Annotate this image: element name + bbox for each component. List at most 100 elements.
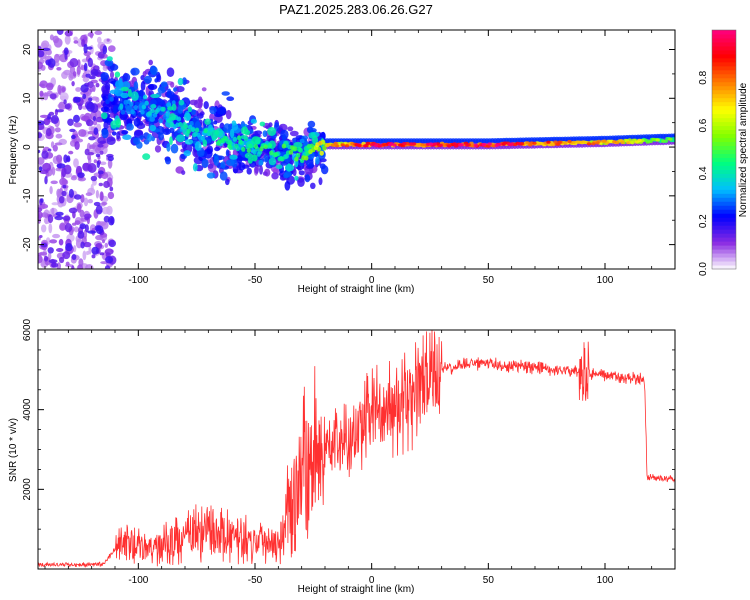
spectrogram-cell — [56, 67, 62, 71]
spectrogram-cell — [89, 145, 96, 150]
spectrogram-cell — [97, 51, 105, 59]
spectrogram-cell — [525, 141, 530, 145]
spectrogram-cell — [106, 56, 113, 62]
spectrogram-cell — [73, 36, 78, 42]
spectrogram-cell — [246, 148, 252, 153]
colorbar-cell — [712, 213, 736, 218]
spectrogram-cell — [66, 155, 71, 162]
spectrogram-cell — [318, 177, 323, 186]
spectrogram-cell — [309, 143, 315, 149]
spectrogram-cell — [90, 68, 99, 77]
spectrogram-cell — [120, 92, 129, 99]
spectrogram-cell — [116, 131, 121, 140]
spectrogram-cell — [298, 170, 305, 176]
spectrogram-cell — [258, 159, 264, 166]
spectrogram-cell — [458, 143, 463, 147]
colorbar-cell — [712, 125, 736, 131]
spectrogram-cell — [263, 144, 268, 150]
spectrogram-cell — [88, 76, 96, 80]
spectrogram-cell — [82, 93, 87, 100]
colorbar: 0.0 0.2 0.4 0.6 0.8 Normalized spectral ampl… — [698, 29, 749, 276]
spectrogram-cell — [95, 189, 99, 199]
spectrogram-cell — [68, 207, 78, 214]
colorbar-cell — [712, 65, 736, 71]
colorbar-cell — [712, 161, 736, 166]
spectrogram-cell — [93, 159, 98, 164]
spectrogram-cell — [230, 128, 235, 139]
colorbar-cell — [712, 145, 736, 150]
spectrogram-cell — [49, 93, 57, 100]
spectrogram-cell — [452, 142, 457, 146]
spectrogram-cell — [157, 86, 166, 94]
spectrogram-cell — [41, 150, 49, 159]
spectrogram-cell — [103, 106, 109, 112]
spectrogram-x-tick-label: 50 — [483, 275, 495, 286]
spectrogram-cell — [432, 142, 438, 146]
spectrogram-cell — [133, 81, 139, 91]
spectrogram-cell — [147, 84, 158, 90]
spectrogram-cell — [109, 186, 114, 192]
spectrogram-cell — [268, 122, 273, 128]
spectrogram-cell — [304, 174, 311, 183]
spectrogram-cell — [105, 99, 110, 105]
spectrogram-cell — [190, 127, 196, 133]
spectrogram-cell — [104, 265, 111, 269]
spectrogram-cell — [88, 136, 96, 141]
spectrogram-cell — [38, 120, 45, 126]
spectrogram-cell — [111, 131, 117, 136]
spectrogram-cell — [85, 264, 94, 269]
spectrogram-cell — [229, 154, 238, 160]
spectrogram-cell — [225, 109, 232, 120]
spectrogram-cell — [288, 149, 294, 155]
spectrogram-cell — [106, 205, 113, 215]
spectrogram-cell — [238, 139, 243, 145]
spectrogram-cell — [39, 235, 43, 238]
spectrogram-cell — [321, 165, 329, 175]
spectrogram-cell — [567, 139, 572, 144]
spectrogram-cell — [38, 61, 43, 70]
spectrogram-cell — [94, 30, 103, 35]
spectrogram-cell — [227, 143, 232, 149]
spectrogram-cell — [71, 81, 75, 87]
spectrogram-cell — [234, 143, 239, 149]
spectrogram-cell — [183, 150, 191, 157]
spectrogram-cell — [481, 142, 487, 147]
colorbar-cell — [712, 137, 736, 143]
colorbar-frame — [711, 29, 737, 270]
colorbar-cell — [712, 113, 736, 119]
spectrogram-cell — [107, 155, 114, 162]
spectrogram-cell — [99, 140, 107, 144]
spectrogram-cell — [80, 194, 85, 203]
colorbar-axis: 0.0 0.2 0.4 0.6 0.8 — [698, 70, 709, 276]
spectrogram-cell — [59, 256, 65, 264]
spectrogram-cell — [167, 106, 174, 111]
spectrogram-cell — [294, 175, 299, 181]
spectrogram-cell — [150, 66, 158, 76]
spectrogram-cell — [78, 129, 87, 137]
spectrogram-cell — [106, 136, 116, 145]
colorbar-cell — [712, 109, 736, 115]
spectrogram-cell — [142, 153, 151, 161]
spectrogram-cell — [51, 202, 59, 206]
spectrogram-cell — [72, 71, 77, 77]
spectrogram-cell — [219, 171, 228, 181]
spectrogram-cell — [147, 133, 153, 142]
colorbar-cell — [712, 149, 736, 154]
spectrogram-cell — [271, 172, 279, 180]
spectrogram-cell — [50, 115, 59, 124]
spectrogram-cell — [226, 159, 235, 166]
spectrogram-cell — [108, 45, 116, 52]
spectrogram-cell — [87, 199, 94, 204]
spectrogram-cell — [73, 158, 79, 168]
spectrogram-cell — [409, 142, 414, 146]
spectrogram-cell — [91, 246, 99, 255]
snr-x-tick-label: 100 — [597, 575, 614, 586]
spectrogram-cell — [189, 99, 198, 106]
spectrogram-cell — [73, 194, 82, 200]
spectrogram-cell — [181, 142, 187, 149]
spectrogram-cell — [52, 144, 58, 152]
spectrogram-cell — [97, 221, 107, 227]
spectrogram-cell — [225, 149, 230, 157]
spectrogram-cell — [253, 144, 259, 149]
spectrogram-cell — [184, 139, 194, 145]
